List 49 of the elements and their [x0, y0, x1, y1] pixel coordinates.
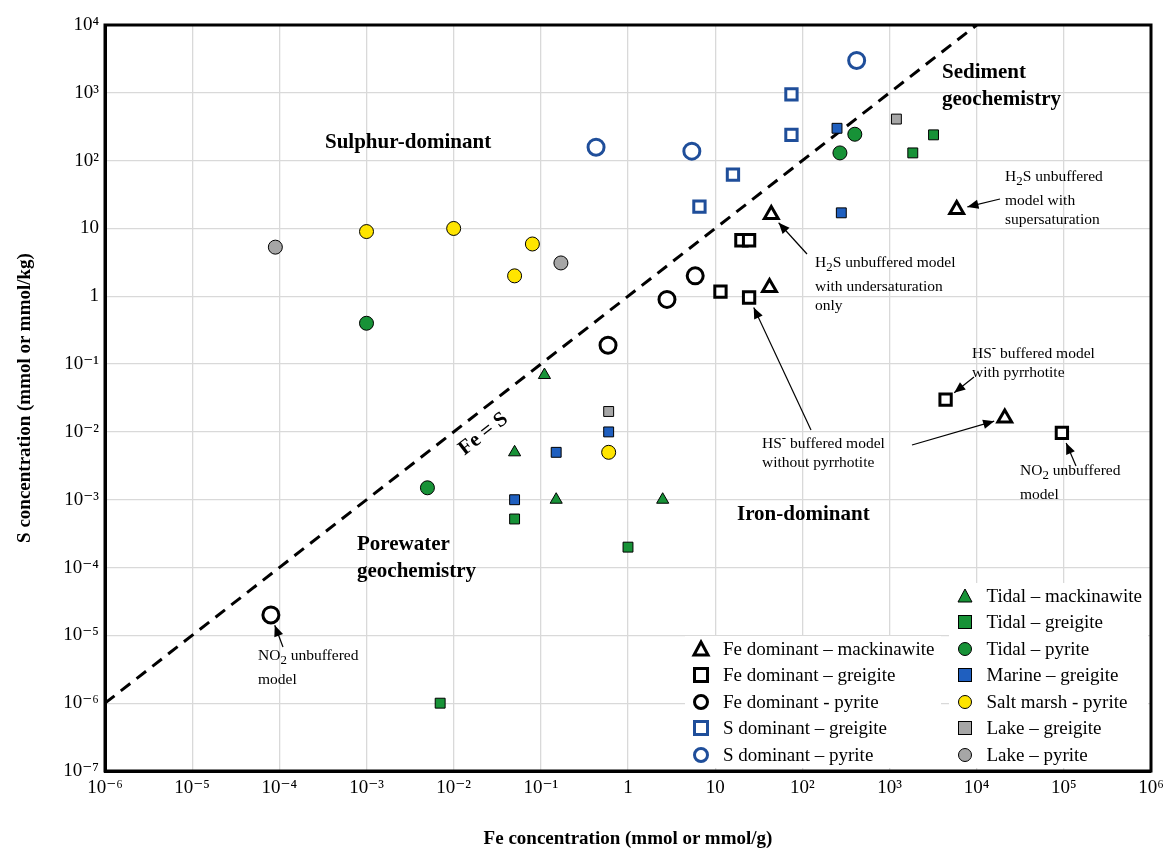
annotation: NO$_{2}$ unbuffered model: [258, 645, 360, 689]
y-tick-label: 10⁻¹: [64, 352, 100, 374]
y-tick-label: 10⁴: [73, 12, 100, 34]
x-tick-label: 10: [705, 776, 725, 798]
y-tick-label: 10⁻⁶: [63, 691, 99, 713]
x-tick-label: 10²: [789, 776, 815, 798]
legend-label: Tidal – greigite: [986, 611, 1103, 634]
x-tick-label: 1: [623, 776, 633, 798]
x-tick-label: 10⁻⁴: [261, 776, 298, 798]
legend-label: Fe dominant – mackinawite: [722, 637, 935, 660]
x-axis-title: Fe concentration (mmol or mmol/g): [483, 826, 773, 849]
y-tick-label: 10⁻³: [64, 487, 100, 509]
x-tick-label: 10⁻⁵: [174, 776, 210, 798]
y-tick-label: 10⁻²: [64, 419, 100, 441]
legend-label: Lake – greigite: [986, 717, 1102, 740]
legend-label: Tidal – pyrite: [986, 637, 1090, 660]
y-axis-title: S concentration (mmol or mmol/kg): [13, 253, 36, 543]
legend-label: Tidal – mackinawite: [986, 584, 1142, 607]
text: Fe = S: [452, 406, 512, 460]
legend-label: Lake – pyrite: [986, 743, 1088, 766]
legend-label: S dominant – pyrite: [722, 743, 874, 766]
y-tick-label: 10⁻⁵: [63, 623, 99, 645]
annotation: Iron-dominant: [737, 500, 870, 527]
legend-label: Salt marsh - pyrite: [986, 690, 1128, 713]
annotation: H$_{2}$S unbuffered model with supersaturation: [1005, 166, 1104, 229]
x-tick-label: 10⁻¹: [523, 776, 559, 798]
annotation: H$_{2}$S unbuffered model with undersaturation only: [815, 252, 957, 315]
y-tick-label: 10³: [74, 80, 100, 102]
annotation: Porewater geochemistry: [357, 530, 477, 584]
x-tick-label: 10⁶: [1138, 776, 1164, 798]
annotation: Sediment geochemistry: [942, 58, 1062, 112]
y-tick-label: 10⁻⁴: [63, 555, 100, 577]
y-tick-label: 10²: [74, 148, 100, 170]
legend-label: Marine – greigite: [986, 664, 1119, 687]
legend-label: S dominant – greigite: [722, 717, 888, 740]
legend-label: Fe dominant - pyrite: [722, 690, 879, 713]
annotation: HS$^{-}$ buffered model without pyrrhotite: [762, 429, 886, 472]
x-tick-label: 10³: [877, 776, 903, 798]
x-tick-label: 10⁻²: [436, 776, 472, 798]
x-tick-label: 10⁴: [963, 776, 990, 798]
x-tick-label: 10⁵: [1051, 776, 1077, 798]
annotation: HS$^{-}$ buffered model with pyrrhotite: [972, 339, 1096, 382]
annotation: Sulphur-dominant: [325, 128, 492, 155]
x-tick-label: 10⁻³: [349, 776, 385, 798]
y-tick-label: 10⁻⁷: [63, 758, 99, 780]
legend-label: Fe dominant – greigite: [722, 664, 896, 687]
y-tick-label: 1: [89, 284, 99, 306]
y-tick-label: 10: [80, 216, 99, 238]
annotation: NO$_{2}$ unbuffered model: [1020, 460, 1122, 504]
